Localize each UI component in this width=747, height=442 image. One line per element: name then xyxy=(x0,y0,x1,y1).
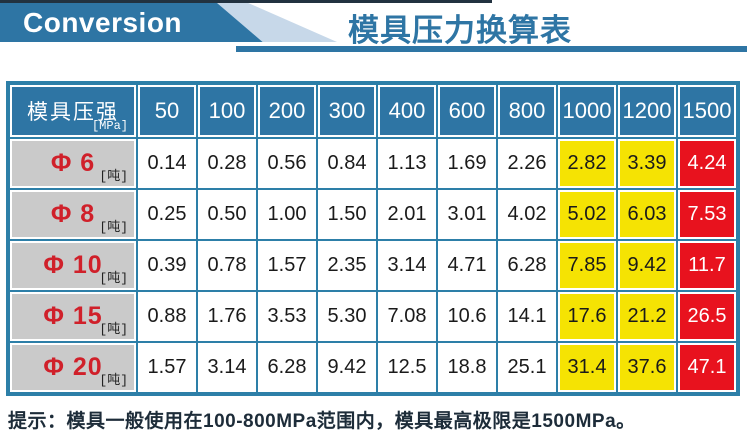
value-cell: 2.35 xyxy=(318,241,376,290)
column-header: 50 xyxy=(138,85,196,137)
corner-unit: [MPa] xyxy=(91,119,128,133)
value-cell: 10.6 xyxy=(438,292,496,341)
value-cell: 6.28 xyxy=(498,241,556,290)
table-row: Φ 6 [吨] 0.14 0.28 0.56 0.84 1.13 1.69 2.26 2.82 3.… xyxy=(10,139,736,188)
value-cell: 2.82 xyxy=(558,139,616,188)
table-row: Φ 10 [吨] 0.39 0.78 1.57 2.35 3.14 4.71 6.28 7.85 9… xyxy=(10,241,736,290)
row-unit: [吨] xyxy=(99,322,128,337)
conversion-banner: Conversion xyxy=(0,3,263,42)
column-header: 300 xyxy=(318,85,376,137)
row-label: Φ 8 xyxy=(50,200,96,228)
column-header: 200 xyxy=(258,85,316,137)
value-cell: 2.26 xyxy=(498,139,556,188)
page-title: 模具压力换算表 xyxy=(348,13,572,48)
value-cell: 4.24 xyxy=(678,139,736,188)
value-cell: 17.6 xyxy=(558,292,616,341)
value-cell: 0.39 xyxy=(138,241,196,290)
value-cell: 0.25 xyxy=(138,190,196,239)
value-cell: 1.76 xyxy=(198,292,256,341)
value-cell: 14.1 xyxy=(498,292,556,341)
row-label: Φ 6 xyxy=(50,149,96,177)
column-header: 1500 xyxy=(678,85,736,137)
value-cell: 5.02 xyxy=(558,190,616,239)
header-row: 模具压强 [MPa] 50 100 200 300 400 600 800 1000 1200 150… xyxy=(10,85,736,137)
row-label: Φ 10 xyxy=(43,251,103,279)
value-cell: 0.88 xyxy=(138,292,196,341)
column-header: 1200 xyxy=(618,85,676,137)
value-cell: 9.42 xyxy=(318,343,376,392)
row-label: Φ 20 xyxy=(43,353,103,381)
value-cell: 31.4 xyxy=(558,343,616,392)
value-cell: 1.00 xyxy=(258,190,316,239)
value-cell: 1.69 xyxy=(438,139,496,188)
value-cell: 3.39 xyxy=(618,139,676,188)
value-cell: 3.53 xyxy=(258,292,316,341)
conversion-table-wrap: 模具压强 [MPa] 50 100 200 300 400 600 800 1000 1200 150… xyxy=(6,81,740,396)
column-header: 600 xyxy=(438,85,496,137)
row-unit: [吨] xyxy=(99,373,128,388)
value-cell: 47.1 xyxy=(678,343,736,392)
table-body: 模具压强 [MPa] 50 100 200 300 400 600 800 1000 1200 150… xyxy=(10,85,736,392)
corner-label: 模具压强 xyxy=(27,101,119,124)
corner-header-cell: 模具压强 [MPa] xyxy=(10,85,136,137)
value-cell: 37.6 xyxy=(618,343,676,392)
row-unit: [吨] xyxy=(99,271,128,286)
row-label-cell: Φ 15 [吨] xyxy=(10,292,136,341)
value-cell: 1.13 xyxy=(378,139,436,188)
value-cell: 4.71 xyxy=(438,241,496,290)
value-cell: 2.01 xyxy=(378,190,436,239)
column-header: 400 xyxy=(378,85,436,137)
value-cell: 3.14 xyxy=(378,241,436,290)
row-label-cell: Φ 8 [吨] xyxy=(10,190,136,239)
value-cell: 6.28 xyxy=(258,343,316,392)
value-cell: 7.53 xyxy=(678,190,736,239)
footer-tip: 提示：模具一般使用在100-800MPa范围内，模具最高极限是1500MPa。 xyxy=(8,411,636,432)
row-label-cell: Φ 20 [吨] xyxy=(10,343,136,392)
value-cell: 12.5 xyxy=(378,343,436,392)
value-cell: 3.14 xyxy=(198,343,256,392)
value-cell: 0.78 xyxy=(198,241,256,290)
value-cell: 4.02 xyxy=(498,190,556,239)
banner-label: Conversion xyxy=(23,6,183,38)
value-cell: 0.56 xyxy=(258,139,316,188)
value-cell: 5.30 xyxy=(318,292,376,341)
value-cell: 0.84 xyxy=(318,139,376,188)
value-cell: 0.14 xyxy=(138,139,196,188)
table-row: Φ 8 [吨] 0.25 0.50 1.00 1.50 2.01 3.01 4.02 5.02 6.… xyxy=(10,190,736,239)
value-cell: 7.85 xyxy=(558,241,616,290)
row-label-cell: Φ 6 [吨] xyxy=(10,139,136,188)
row-label-cell: Φ 10 [吨] xyxy=(10,241,136,290)
value-cell: 7.08 xyxy=(378,292,436,341)
row-label: Φ 15 xyxy=(43,302,103,330)
top-accent-line xyxy=(0,0,492,3)
value-cell: 6.03 xyxy=(618,190,676,239)
row-unit: [吨] xyxy=(99,169,128,184)
conversion-table: 模具压强 [MPa] 50 100 200 300 400 600 800 1000 1200 150… xyxy=(6,81,740,396)
title-underline xyxy=(236,46,747,52)
column-header: 1000 xyxy=(558,85,616,137)
value-cell: 1.57 xyxy=(138,343,196,392)
value-cell: 9.42 xyxy=(618,241,676,290)
value-cell: 21.2 xyxy=(618,292,676,341)
column-header: 100 xyxy=(198,85,256,137)
value-cell: 25.1 xyxy=(498,343,556,392)
table-row: Φ 20 [吨] 1.57 3.14 6.28 9.42 12.5 18.8 25.1 31.4 3… xyxy=(10,343,736,392)
column-header: 800 xyxy=(498,85,556,137)
value-cell: 3.01 xyxy=(438,190,496,239)
value-cell: 26.5 xyxy=(678,292,736,341)
value-cell: 0.50 xyxy=(198,190,256,239)
value-cell: 11.7 xyxy=(678,241,736,290)
value-cell: 18.8 xyxy=(438,343,496,392)
value-cell: 0.28 xyxy=(198,139,256,188)
value-cell: 1.57 xyxy=(258,241,316,290)
value-cell: 1.50 xyxy=(318,190,376,239)
table-row: Φ 15 [吨] 0.88 1.76 3.53 5.30 7.08 10.6 14.1 17.6 2… xyxy=(10,292,736,341)
row-unit: [吨] xyxy=(99,220,128,235)
